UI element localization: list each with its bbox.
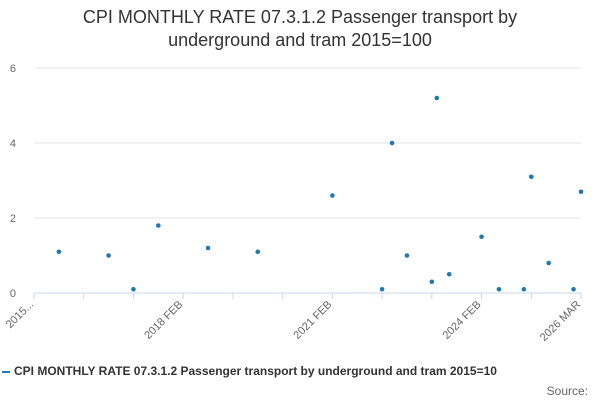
data-point[interactable] [330, 193, 335, 198]
data-point[interactable] [404, 253, 410, 258]
x-tick-label: 2015... [4, 299, 36, 331]
legend-label: CPI MONTHLY RATE 07.3.1.2 Passenger tran… [14, 364, 497, 378]
data-point[interactable] [528, 174, 534, 180]
x-tick-label: 2018 FEB [142, 299, 185, 342]
data-point[interactable] [255, 249, 261, 255]
data-point[interactable] [205, 245, 211, 251]
data-points [56, 95, 584, 292]
data-point[interactable] [521, 286, 527, 292]
y-tick-label: 4 [10, 138, 16, 150]
legend-swatch [2, 370, 10, 373]
data-point[interactable] [434, 95, 440, 101]
x-tick-label: 2021 FEB [291, 299, 334, 342]
data-point[interactable] [106, 253, 111, 258]
data-point[interactable] [571, 286, 576, 292]
data-point[interactable] [156, 223, 161, 228]
data-point[interactable] [479, 234, 484, 240]
source-label: Source: [546, 384, 588, 398]
chart-title-line-2: underground and tram 2015=100 [168, 30, 432, 50]
y-tick-label: 6 [10, 63, 16, 75]
y-tick-label: 2 [10, 213, 16, 225]
axes: 0 2 4 6 2015... 2018 FEB 2021 FEB 2024 FEB 2026 … [4, 63, 583, 344]
data-point[interactable] [496, 286, 502, 292]
data-point[interactable] [389, 140, 395, 146]
data-point[interactable] [379, 286, 385, 292]
chart-title: CPI MONTHLY RATE 07.3.1.2 Passenger tran… [0, 6, 600, 52]
data-point[interactable] [446, 271, 452, 277]
y-tick-label: 0 [10, 288, 16, 300]
data-point[interactable] [546, 260, 551, 266]
data-point[interactable] [578, 189, 584, 195]
grid-lines [34, 67, 581, 219]
x-tick-label: 2026 MAR [538, 299, 583, 344]
x-tick-label: 2024 FEB [441, 299, 484, 342]
legend[interactable]: CPI MONTHLY RATE 07.3.1.2 Passenger tran… [0, 364, 600, 382]
data-point[interactable] [429, 279, 435, 285]
chart-title-line-1: CPI MONTHLY RATE 07.3.1.2 Passenger tran… [82, 7, 518, 27]
data-point[interactable] [131, 286, 136, 292]
data-point[interactable] [56, 249, 62, 255]
